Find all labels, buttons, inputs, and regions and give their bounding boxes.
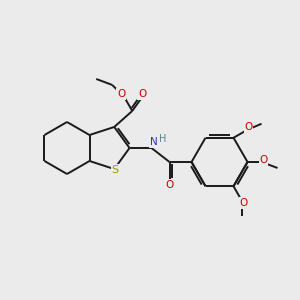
Text: O: O <box>260 155 268 165</box>
Text: S: S <box>112 165 119 175</box>
Text: O: O <box>117 89 125 99</box>
Text: H: H <box>159 134 166 144</box>
Text: O: O <box>138 89 146 99</box>
Text: O: O <box>244 122 253 132</box>
Text: N: N <box>150 137 158 147</box>
Text: O: O <box>165 180 174 190</box>
Text: O: O <box>239 198 248 208</box>
